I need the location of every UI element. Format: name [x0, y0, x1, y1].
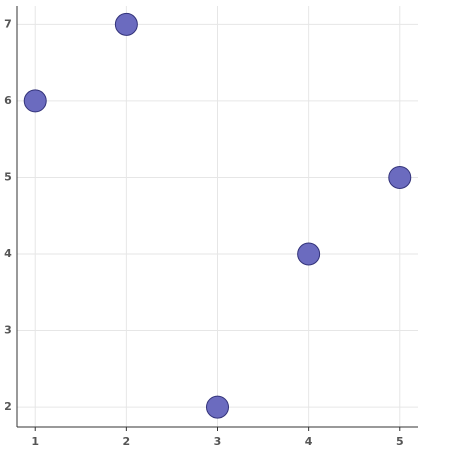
y-tick-label: 4 [4, 247, 12, 260]
point [297, 242, 321, 266]
point [114, 12, 138, 36]
point [388, 165, 412, 189]
x-tick-label: 3 [214, 435, 222, 448]
x-tick-label: 2 [123, 435, 131, 448]
y-tick-label: 6 [4, 94, 12, 107]
y-tick-label: 5 [4, 170, 12, 183]
y-tick-label: 2 [4, 400, 12, 413]
point [206, 395, 229, 419]
x-tick-label: 4 [305, 435, 313, 448]
x-tick-label: 5 [396, 435, 404, 448]
point [23, 89, 47, 113]
x-tick-label: 1 [31, 435, 39, 448]
y-tick-label: 3 [4, 324, 12, 337]
y-tick-label: 7 [4, 17, 12, 30]
